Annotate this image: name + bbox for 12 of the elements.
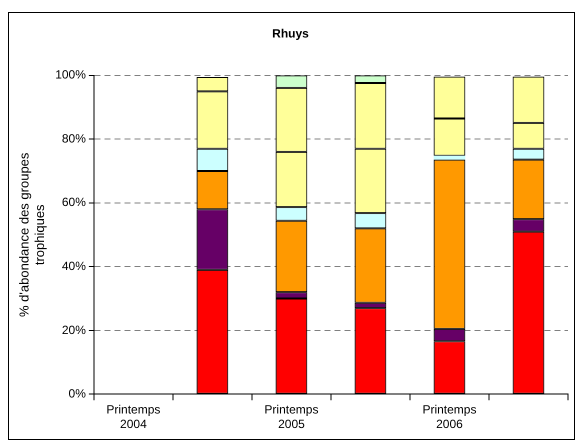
bar <box>434 156 466 160</box>
y-tick-label: 40% <box>62 258 86 273</box>
y-tick-label: 100% <box>55 68 86 82</box>
y-tick-label: 60% <box>62 195 86 210</box>
x-tick-label: Printemps 2006 <box>422 402 476 432</box>
y-tick-label: 20% <box>62 322 86 337</box>
y-tick-label: 80% <box>62 131 86 146</box>
y-axis-title: % d'abondance des groupes trophiques <box>16 152 47 317</box>
chart-title: Rhuys <box>272 26 310 41</box>
x-tick-label: Printemps 2005 <box>264 402 318 432</box>
y-tick-label: 0% <box>68 386 86 401</box>
x-tick-label: Printemps 2004 <box>106 402 160 432</box>
